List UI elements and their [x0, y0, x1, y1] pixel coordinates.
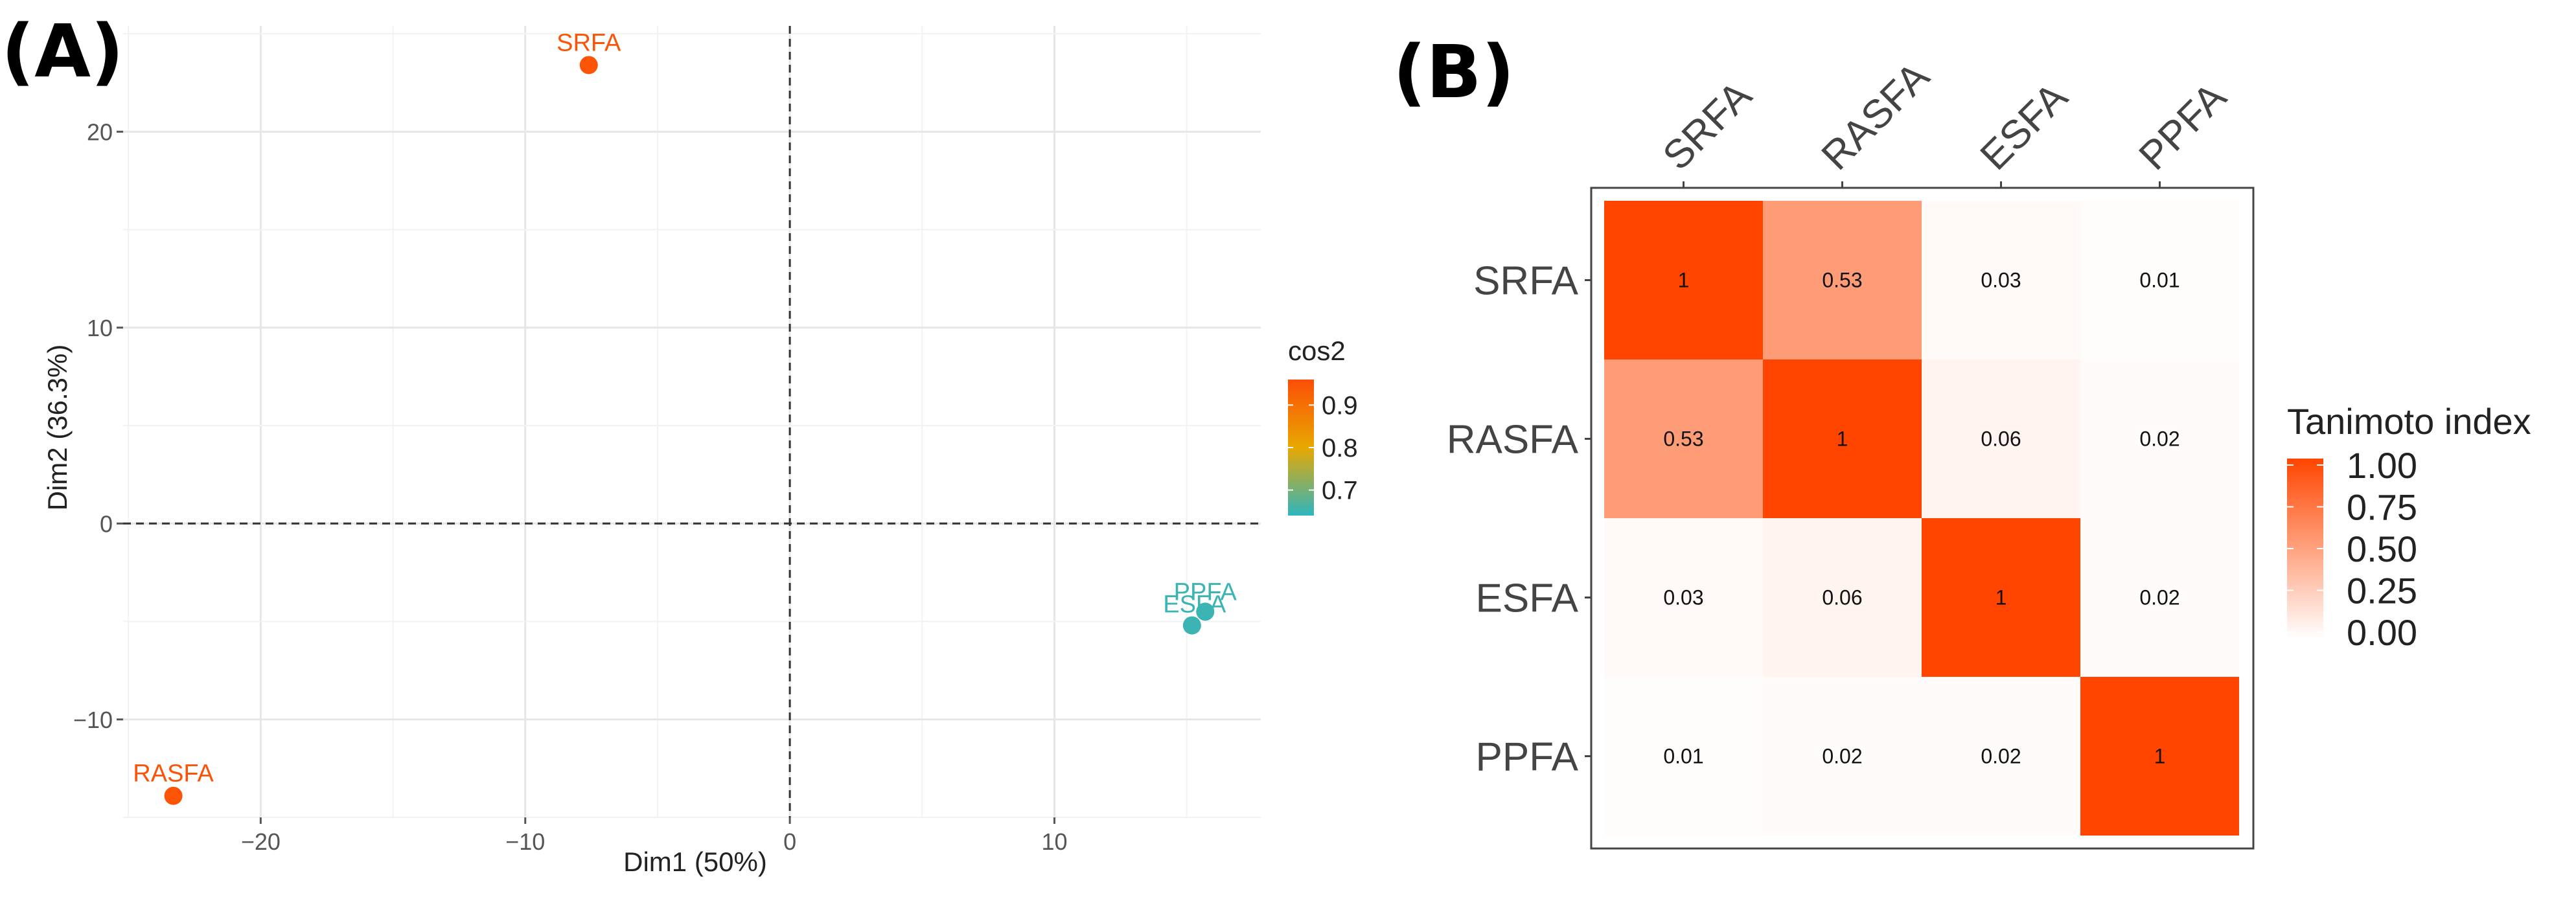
tanimoto-legend-tick-label: 0.00: [2347, 612, 2417, 653]
scatter-x-tick-label: 0: [783, 828, 796, 855]
heatmap-cell-value: 1: [1995, 586, 2007, 609]
heatmap-cell-value: 0.02: [1981, 745, 2021, 768]
heatmap-cell-value: 1: [1837, 427, 1848, 451]
scatter-point: [579, 56, 598, 74]
heatmap-cells: 1 0.53 0.03 0.01 0.53 1 0.06 0.02 0.03 0.06 1 0.02 0…: [1604, 201, 2239, 836]
heatmap-cell: [1763, 359, 1922, 518]
heatmap-cell: [1922, 359, 2080, 518]
heatmap-column-label: PPFA: [2131, 74, 2235, 179]
heatmap-row-label: SRFA: [1473, 259, 1579, 304]
heatmap-cell: [2080, 201, 2239, 359]
scatter-x-tick-label: −20: [241, 828, 281, 855]
heatmap-cell: [2080, 677, 2239, 836]
heatmap-cell: [1604, 518, 1763, 677]
scatter-point-label: RASFA: [133, 760, 214, 788]
scatter-y-tick-label: 0: [100, 510, 113, 537]
heatmap-cell: [1604, 201, 1763, 359]
scatter-x-axis-title: Dim1 (50%): [623, 847, 767, 877]
heatmap-column-label: RASFA: [1813, 54, 1938, 179]
heatmap-cell-value: 0.53: [1822, 269, 1862, 292]
cos2-legend-tick-label: 0.8: [1322, 434, 1358, 462]
heatmap-cell: [1604, 359, 1763, 518]
heatmap-cell-value: 0.06: [1981, 427, 2021, 451]
panel-label-b: (B): [1393, 30, 1515, 115]
tanimoto-legend-ticks: 1.000.750.500.250.00: [2287, 445, 2417, 653]
scatter-y-axis-title: Dim2 (36.3%): [42, 345, 73, 511]
heatmap-cell-value: 0.53: [1663, 427, 1703, 451]
heatmap-cell-value: 1: [1678, 269, 1690, 292]
scatter-y-tick-label: 20: [87, 119, 113, 145]
tanimoto-legend: Tanimoto index 1.000.750.500.250.00: [2287, 401, 2531, 653]
heatmap-cell-value: 0.02: [1822, 745, 1862, 768]
heatmap-cell: [2080, 359, 2239, 518]
scatter-point-label: ESFA: [1163, 591, 1226, 619]
heatmap-cell: [1604, 677, 1763, 836]
cos2-legend-tick-label: 0.9: [1322, 391, 1358, 420]
cos2-legend-title: cos2: [1288, 336, 1346, 366]
heatmap-frame: [1590, 187, 2255, 850]
scatter-point-label: PPFA: [1174, 578, 1237, 606]
heatmap-cell-value: 0.02: [2139, 427, 2179, 451]
heatmap-column-label: SRFA: [1655, 73, 1761, 179]
tanimoto-legend-tick-label: 0.75: [2347, 487, 2417, 528]
scatter-point-label: SRFA: [557, 29, 621, 56]
heatmap-cell: [1922, 201, 2080, 359]
cos2-legend-ticks: 0.9 0.8 0.7: [1288, 391, 1358, 505]
heatmap-cell-value: 0.01: [2139, 269, 2179, 292]
heatmap-cell-value: 1: [2154, 745, 2166, 768]
heatmap-cell-value: 0.06: [1822, 586, 1862, 609]
tanimoto-legend-tick-label: 0.50: [2347, 529, 2417, 569]
heatmap-cell: [1763, 677, 1922, 836]
heatmap-cell: [1763, 518, 1922, 677]
heatmap-cell-value: 0.03: [1663, 586, 1703, 609]
scatter-x-tick-label: 10: [1041, 828, 1067, 855]
tanimoto-legend-tick-label: 0.25: [2347, 571, 2417, 611]
scatter-y-tick-label: 10: [87, 315, 113, 341]
heatmap-column-label: ESFA: [1972, 74, 2076, 179]
scatter-reference-lines: [123, 26, 1261, 817]
tanimoto-legend-tick-label: 1.00: [2347, 445, 2417, 486]
scatter-point: [1182, 616, 1201, 635]
heatmap-row-label: ESFA: [1475, 576, 1578, 621]
heatmap-cell: [2080, 518, 2239, 677]
scatter-y-tick-label: −10: [73, 707, 113, 733]
panel-label-a: (A): [1, 10, 124, 94]
cos2-legend-tick-label: 0.7: [1322, 477, 1358, 505]
heatmap-cell-value: 0.01: [1663, 745, 1703, 768]
scatter-x-tick-label: −10: [505, 828, 545, 855]
scatter-point: [1196, 602, 1215, 621]
scatter-axis-ticks: −20 −10 0 10 −10 0 10 20: [73, 119, 1068, 855]
heatmap-row-label: PPFA: [1475, 735, 1578, 780]
heatmap-cell: [1763, 201, 1922, 359]
tanimoto-legend-title: Tanimoto index: [2287, 401, 2531, 442]
tanimoto-heatmap: 1 0.53 0.03 0.01 0.53 1 0.06 0.02 0.03 0.06 1 0.02 0…: [1447, 54, 2531, 850]
cos2-legend: cos2 0.9 0.8 0.7: [1288, 336, 1358, 516]
heatmap-cell: [1922, 677, 2080, 836]
heatmap-cell: [1922, 518, 2080, 677]
scatter-gridlines: [123, 26, 1261, 818]
heatmap-cell-value: 0.03: [1981, 269, 2021, 292]
scatter-point: [164, 786, 183, 805]
heatmap-cell-value: 0.02: [2139, 586, 2179, 609]
heatmap-row-label: RASFA: [1447, 418, 1579, 462]
